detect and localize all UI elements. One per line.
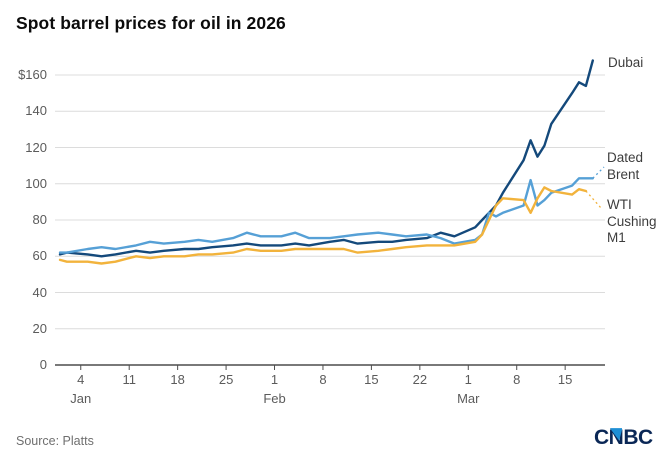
cnbc-logo-letter-c: C [594,426,609,449]
series-label-dated-brent: Dated Brent [607,150,644,182]
x-axis-tick-label: 11 [122,372,136,387]
source-attribution: Source: Platts [16,434,94,448]
cnbc-logo-letters-bc: BC [623,426,653,449]
x-axis-tick-label: 25 [218,372,234,387]
x-axis-tick-label: 18 [170,372,185,387]
y-axis-tick-label: 120 [25,139,47,155]
x-axis-tick-label: 22 [412,372,428,387]
x-axis-month-label: Jan [70,391,92,406]
x-axis-tick-label: 8 [513,372,521,387]
series-line-wti-cushing-m1 [58,186,588,265]
series-line-dubai [58,59,594,258]
y-axis-tick-label: 0 [39,357,47,372]
y-axis-tick-label: 80 [32,212,47,227]
series-label-wti-cushing-m1: WTI Cushing M1 [607,197,657,245]
y-axis-tick-label: $160 [18,67,47,82]
cnbc-logo-peacock-n: N [608,426,624,449]
x-axis-tick-label: 1 [464,372,472,387]
label-leader-line [592,166,605,179]
y-axis-tick-label: 100 [25,175,47,191]
y-axis-tick-label: 20 [32,320,47,336]
series-line-dated-brent [58,177,594,254]
x-axis-tick-label: 15 [364,372,379,387]
x-axis-month-label: Mar [457,391,480,406]
x-axis-tick-label: 15 [557,372,573,387]
chart-title: Spot barrel prices for oil in 2026 [16,13,286,33]
label-leader-line [585,190,602,209]
y-axis-tick-label: 60 [32,248,47,264]
cnbc-logo: CNBC [594,426,653,450]
x-axis-tick-label: 1 [270,372,279,387]
x-axis-month-label: Feb [263,391,286,406]
series-label-dubai: Dubai [608,55,644,70]
x-axis-tick-label: 8 [319,372,327,387]
y-axis-tick-label: 140 [25,103,47,119]
x-axis-tick-label: 4 [77,372,85,387]
y-axis-tick-label: 40 [32,284,47,300]
